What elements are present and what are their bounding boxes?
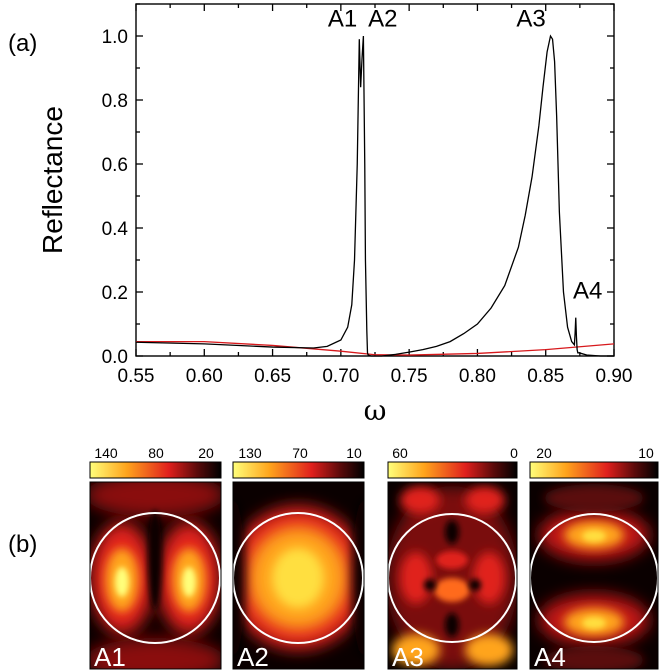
colorbar-a2-label-min: 10	[346, 445, 362, 461]
x-tick-label: 0.70	[322, 366, 359, 387]
field-map-a1-label: A1	[94, 642, 126, 670]
x-tick-label: 0.60	[186, 366, 223, 387]
y-tick-label: 0.4	[102, 219, 129, 240]
colorbar-a1-label-mid: 80	[148, 445, 164, 461]
colorbar-a1-label-min: 20	[198, 445, 214, 461]
panel-b-label: (b)	[8, 531, 37, 558]
field-map-a4-label: A4	[534, 642, 566, 670]
peak-label-a3: A3	[516, 5, 545, 32]
field-map-a4: A4	[530, 482, 658, 670]
x-axis-label: ω	[364, 394, 387, 427]
x-tick-label: 0.90	[596, 366, 633, 387]
y-tick-labels: 0.0 0.2 0.4 0.6 0.8 1.0	[102, 27, 129, 368]
peak-label-a4: A4	[573, 277, 602, 304]
y-tick-label: 1.0	[102, 27, 128, 48]
y-axis-label: Reflectance	[37, 106, 68, 254]
colorbar-a1-label-max: 140	[94, 445, 118, 461]
colorbar-a4-label-min: 10	[638, 445, 654, 461]
field-map-a1: A1	[90, 482, 221, 670]
colorbar-a4: 20 10	[529, 445, 659, 479]
colorbar-a2-label-mid: 70	[292, 445, 308, 461]
peak-label-a1: A1	[328, 5, 357, 32]
y-tick-label: 0.8	[102, 91, 128, 112]
colorbar-a3: 60 0	[387, 445, 518, 479]
x-tick-label: 0.85	[527, 366, 564, 387]
y-tick-label: 0.2	[102, 283, 128, 304]
x-tick-labels: 0.55 0.60 0.65 0.70 0.75 0.80 0.85 0.90	[118, 366, 633, 387]
series-black-curve	[135, 34, 614, 357]
colorbar-a3-label-min: 0	[510, 445, 518, 461]
field-map-a3: A3	[388, 482, 517, 670]
colorbar-a3-label-max: 60	[392, 445, 408, 461]
field-map-a3-label: A3	[392, 642, 424, 670]
colorbar-a2: 130 70 10	[232, 445, 365, 479]
axis-ticks	[135, 3, 615, 357]
field-map-a2: A2	[233, 482, 364, 670]
panel-a-label: (a)	[8, 30, 37, 57]
field-maps: 140 80 20 130 70 10 60 0 20 10	[89, 445, 659, 670]
colorbar-a4-label-max: 20	[536, 445, 552, 461]
y-tick-label: 0.6	[102, 155, 128, 176]
peak-annotations: A1 A2 A3 A4	[328, 5, 603, 304]
colorbar-a1: 140 80 20	[89, 445, 222, 479]
x-tick-label: 0.80	[459, 366, 496, 387]
y-tick-label: 0.0	[102, 347, 128, 368]
peak-label-a2: A2	[368, 5, 397, 32]
plot-frame	[135, 3, 615, 357]
colorbar-a2-label-max: 130	[238, 445, 262, 461]
x-tick-label: 0.75	[391, 366, 428, 387]
x-tick-label: 0.55	[118, 366, 155, 387]
reflectance-chart: 0.55 0.60 0.65 0.70 0.75 0.80 0.85 0.90 0.00.20…	[37, 3, 633, 427]
field-map-a2-label: A2	[237, 642, 269, 670]
x-tick-label: 0.65	[254, 366, 291, 387]
series-red-curve	[136, 340, 615, 356]
